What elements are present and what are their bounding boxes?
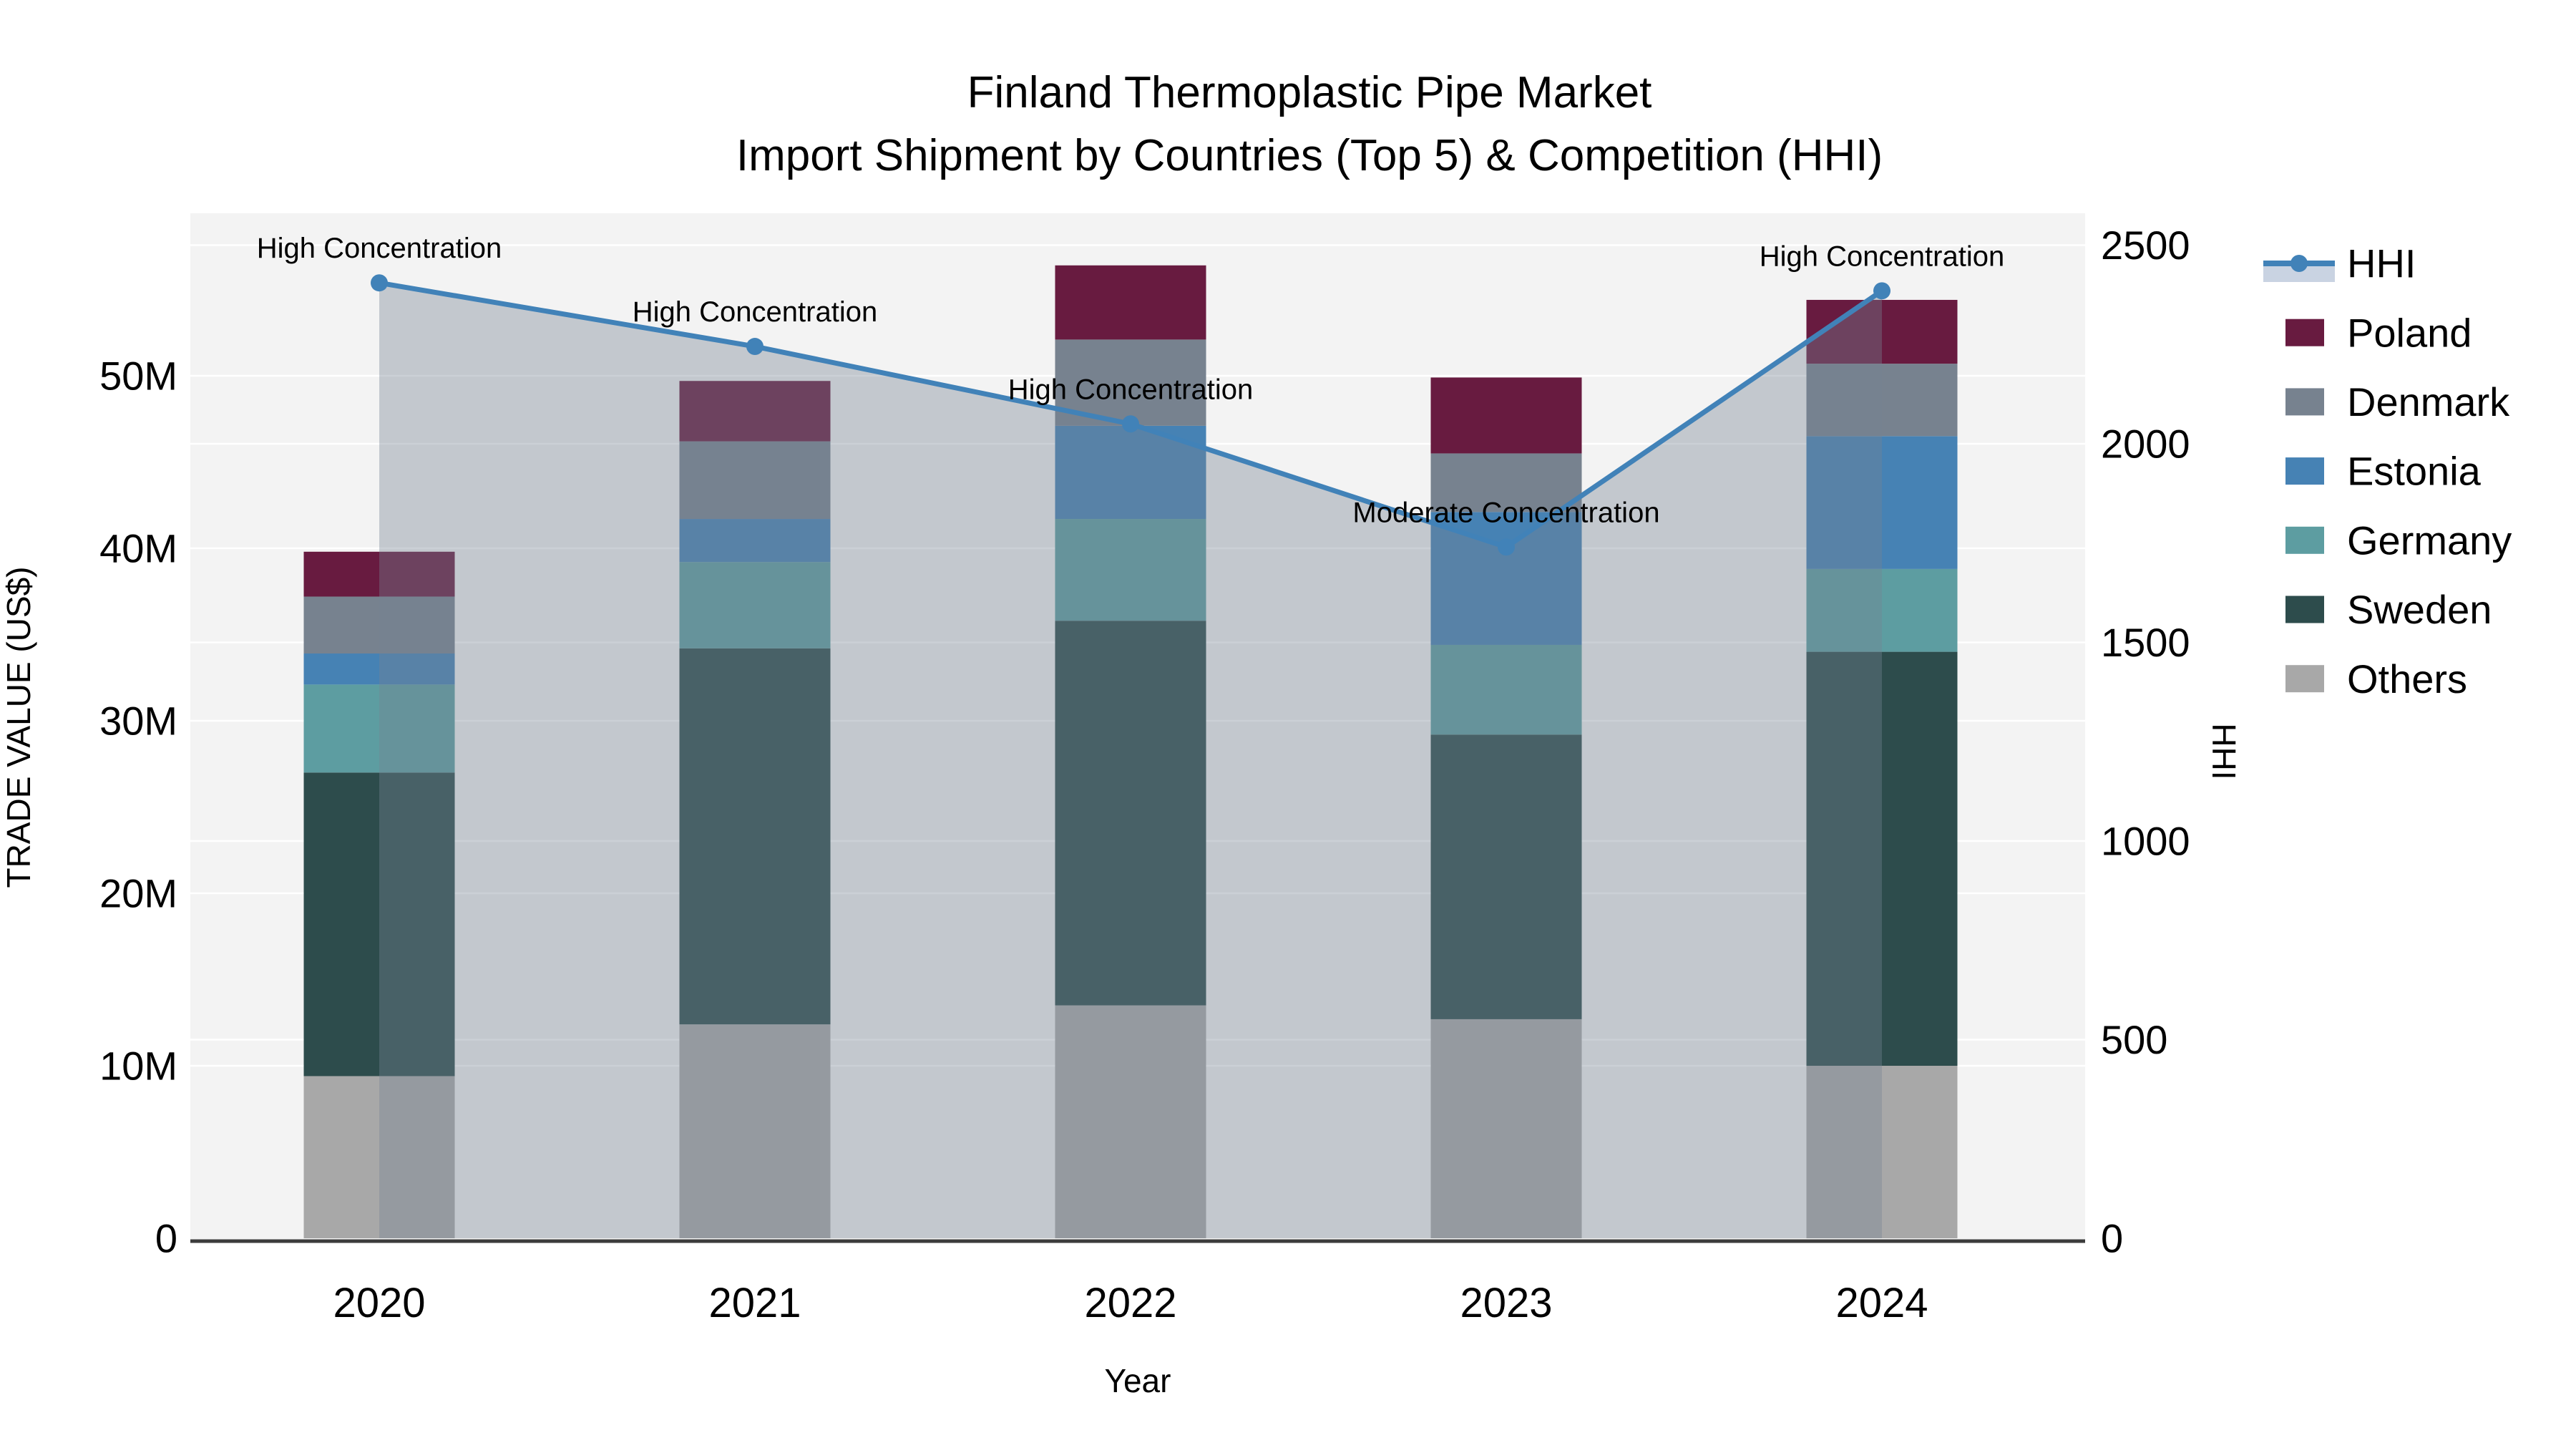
bar-segment-denmark-2020[interactable] bbox=[303, 596, 455, 654]
annotation-2024: High Concentration bbox=[1760, 240, 2004, 272]
legend-swatch-germany bbox=[2285, 526, 2324, 554]
bar-segment-others-2023[interactable] bbox=[1430, 1019, 1582, 1238]
bar-segment-estonia-2021[interactable] bbox=[679, 519, 831, 563]
hhi-tick-0: 0 bbox=[2101, 1216, 2123, 1261]
y-right-axis-title: HHI bbox=[2205, 723, 2243, 779]
y-right-tick-labels-group: 0 500 1000 1500 2000 2500 bbox=[2101, 223, 2190, 1261]
annotation-2020: High Concentration bbox=[257, 233, 502, 264]
bar-segment-denmark-2023[interactable] bbox=[1430, 453, 1582, 512]
legend-item-poland[interactable]: Poland bbox=[2285, 310, 2472, 355]
bar-segment-sweden-2021[interactable] bbox=[679, 648, 831, 1025]
hhi-legend-marker-sample bbox=[2290, 255, 2308, 272]
legend-swatch-estonia bbox=[2285, 457, 2324, 485]
trade-value-tick-30M: 30M bbox=[99, 699, 177, 744]
bar-segment-sweden-2024[interactable] bbox=[1806, 651, 1958, 1066]
legend-label-others: Others bbox=[2347, 656, 2467, 701]
x-tick-label-2023: 2023 bbox=[1460, 1280, 1552, 1326]
legend-swatch-others bbox=[2285, 665, 2324, 693]
hhi-marker-2022[interactable] bbox=[1122, 415, 1139, 433]
chart-title-line1: Finland Thermoplastic Pipe Market bbox=[967, 68, 1652, 117]
hhi-marker-2024[interactable] bbox=[1873, 282, 1890, 300]
trade-value-tick-50M: 50M bbox=[99, 354, 177, 399]
hhi-tick-500: 500 bbox=[2101, 1017, 2167, 1062]
legend-item-others[interactable]: Others bbox=[2285, 656, 2467, 701]
legend-swatch-poland bbox=[2285, 319, 2324, 346]
bar-segment-germany-2024[interactable] bbox=[1806, 568, 1958, 652]
x-axis-title: Year bbox=[1105, 1362, 1171, 1399]
legend-label-estonia: Estonia bbox=[2347, 449, 2482, 494]
bar-segment-others-2022[interactable] bbox=[1055, 1005, 1206, 1238]
bar-segment-estonia-2023[interactable] bbox=[1430, 512, 1582, 645]
legend-item-estonia[interactable]: Estonia bbox=[2285, 449, 2482, 494]
legend-label-sweden: Sweden bbox=[2347, 587, 2492, 632]
annotation-2021: High Concentration bbox=[633, 296, 877, 328]
bar-segment-poland-2020[interactable] bbox=[303, 551, 455, 597]
hhi-line-group bbox=[371, 274, 1890, 556]
x-tick-label-2021: 2021 bbox=[708, 1280, 801, 1326]
hhi-tick-2000: 2000 bbox=[2101, 422, 2190, 467]
x-tick-label-2022: 2022 bbox=[1084, 1280, 1176, 1326]
legend-item-denmark[interactable]: Denmark bbox=[2285, 379, 2510, 424]
bar-segment-estonia-2020[interactable] bbox=[303, 653, 455, 685]
legend-label-germany: Germany bbox=[2347, 517, 2512, 563]
annotation-2023: Moderate Concentration bbox=[1352, 497, 1659, 528]
x-tick-labels-group: 2020 2021 2022 2023 2024 bbox=[333, 1280, 1928, 1326]
hhi-area-group bbox=[379, 283, 1882, 1239]
bar-segment-germany-2022[interactable] bbox=[1055, 519, 1206, 621]
bar-segment-germany-2023[interactable] bbox=[1430, 644, 1582, 735]
hhi-marker-2023[interactable] bbox=[1498, 538, 1515, 556]
hhi-tick-1000: 1000 bbox=[2101, 819, 2190, 864]
hhi-tick-2500: 2500 bbox=[2101, 223, 2190, 268]
bar-segment-poland-2021[interactable] bbox=[679, 381, 831, 442]
bar-segment-germany-2021[interactable] bbox=[679, 562, 831, 648]
hhi-tick-1500: 1500 bbox=[2101, 620, 2190, 665]
annotation-2022: High Concentration bbox=[1008, 374, 1253, 405]
trade-value-tick-20M: 20M bbox=[99, 871, 177, 916]
bar-segment-denmark-2024[interactable] bbox=[1806, 364, 1958, 437]
legend-label-poland: Poland bbox=[2347, 310, 2472, 355]
hhi-marker-2021[interactable] bbox=[746, 338, 763, 356]
hhi-legend-area-sample bbox=[2263, 266, 2335, 282]
bar-segment-sweden-2020[interactable] bbox=[303, 772, 455, 1077]
bar-segment-poland-2022[interactable] bbox=[1055, 265, 1206, 340]
y-left-axis-title: TRADE VALUE (US$) bbox=[0, 566, 37, 888]
x-tick-label-2024: 2024 bbox=[1835, 1280, 1928, 1326]
bar-segment-others-2024[interactable] bbox=[1806, 1066, 1958, 1238]
bar-segment-germany-2020[interactable] bbox=[303, 684, 455, 773]
stacked-bars-group bbox=[303, 265, 1958, 1238]
legend-item-germany[interactable]: Germany bbox=[2285, 517, 2512, 563]
hhi-area-fill bbox=[379, 283, 1882, 1239]
bar-segment-sweden-2023[interactable] bbox=[1430, 734, 1582, 1019]
bar-segment-poland-2023[interactable] bbox=[1430, 377, 1582, 454]
bar-segment-others-2021[interactable] bbox=[679, 1024, 831, 1238]
bar-segment-sweden-2022[interactable] bbox=[1055, 621, 1206, 1006]
trade-value-tick-10M: 10M bbox=[99, 1044, 177, 1089]
legend-item-sweden[interactable]: Sweden bbox=[2285, 587, 2492, 632]
hhi-marker-2020[interactable] bbox=[371, 274, 388, 292]
annotations-group: High Concentration High Concentration High… bbox=[257, 233, 2004, 528]
legend: HHI Poland Denmark Estonia Germany Sweden Othe… bbox=[2263, 241, 2512, 701]
bar-segment-estonia-2024[interactable] bbox=[1806, 436, 1958, 569]
bar-segment-poland-2024[interactable] bbox=[1806, 299, 1958, 364]
bar-segment-others-2020[interactable] bbox=[303, 1076, 455, 1238]
y-left-tick-labels-group: 0 10M 20M 30M 40M 50M bbox=[99, 354, 177, 1261]
x-tick-label-2020: 2020 bbox=[333, 1280, 425, 1326]
legend-swatch-sweden bbox=[2285, 596, 2324, 623]
trade-value-tick-40M: 40M bbox=[99, 526, 177, 571]
legend-item-hhi[interactable]: HHI bbox=[2263, 241, 2416, 286]
legend-label-hhi: HHI bbox=[2347, 241, 2416, 286]
legend-label-denmark: Denmark bbox=[2347, 379, 2510, 424]
bar-segment-denmark-2021[interactable] bbox=[679, 441, 831, 520]
legend-swatch-denmark bbox=[2285, 388, 2324, 416]
chart-title-line2: Import Shipment by Countries (Top 5) & C… bbox=[736, 131, 1883, 180]
trade-value-tick-0: 0 bbox=[155, 1216, 177, 1261]
